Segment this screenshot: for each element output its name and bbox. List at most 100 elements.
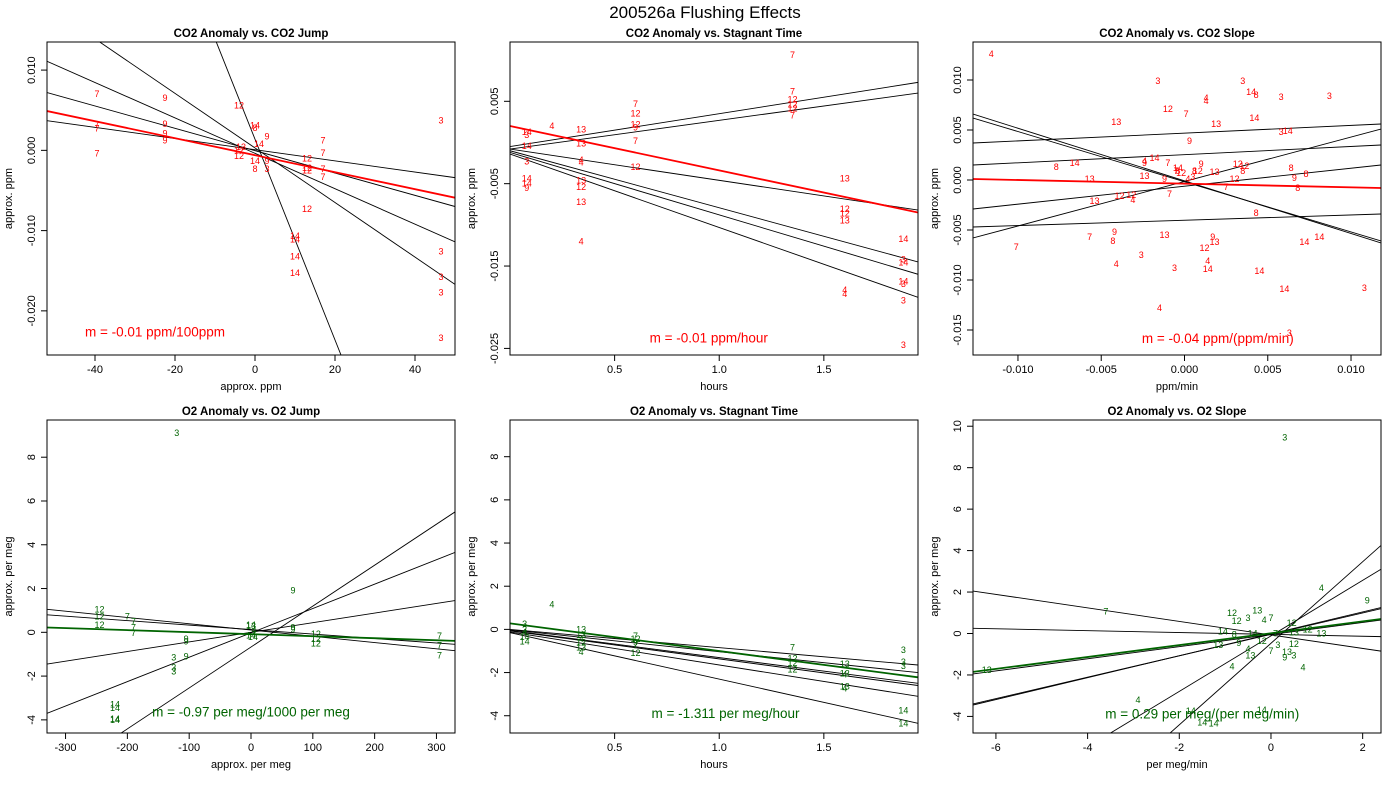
mean-fit-line (973, 618, 1381, 673)
x-tick-label: 0 (252, 364, 258, 376)
y-tick-label: 6 (26, 498, 38, 504)
data-point-label: 12 (311, 638, 321, 648)
data-point-label: 7 (94, 89, 99, 99)
data-point-label: 8 (252, 123, 257, 133)
panel-co2-stagnant-time: CO2 Anomaly vs. Stagnant Time hours approx… (466, 28, 919, 393)
data-point-label: 12 (787, 654, 797, 664)
x-tick-label: -20 (167, 364, 183, 376)
data-point-label: 12 (311, 634, 321, 644)
data-point-label: 7 (1268, 613, 1273, 623)
panel-title: O2 Anomaly vs. O2 Slope (1108, 406, 1247, 418)
data-point-label: 13 (236, 142, 246, 152)
plot-area: 3341414413134121347129712712121213134134… (510, 600, 918, 728)
regression-line (510, 632, 918, 724)
data-point-label: 7 (125, 611, 130, 621)
panel-title: O2 Anomaly vs. Stagnant Time (630, 406, 798, 418)
data-point-label: 7 (1268, 646, 1273, 656)
panel-o2-stagnant-time: O2 Anomaly vs. Stagnant Time hours approx.… (466, 406, 919, 771)
data-point-label: 14 (1246, 87, 1256, 97)
data-point-label: 14 (520, 636, 530, 646)
x-axis-label: hours (700, 759, 728, 771)
data-point-label: 12 (1193, 166, 1203, 176)
data-point-label: 12 (576, 637, 586, 647)
regression-line (510, 631, 918, 697)
regression-line (510, 630, 918, 684)
data-point-label: 14 (898, 705, 908, 715)
data-point-label: 12 (787, 104, 797, 114)
data-point-label: 12 (787, 95, 797, 105)
data-point-label: 13 (1211, 119, 1221, 129)
data-point-label: 12 (302, 204, 312, 214)
data-point-label: 13 (1209, 167, 1219, 177)
data-point-label: 9 (162, 128, 167, 138)
x-tick-label: 40 (409, 364, 421, 376)
data-point-label: 7 (790, 110, 795, 120)
data-point-label: 4 (522, 628, 527, 638)
regression-line (973, 113, 1381, 244)
x-tick-label: -2 (1174, 742, 1184, 754)
data-point-label: 9 (291, 622, 296, 632)
regression-line (510, 153, 918, 298)
data-point-label: 3 (901, 657, 906, 667)
data-point-label: 9 (524, 183, 529, 193)
y-tick-label: -4 (489, 711, 501, 721)
data-point-label: 13 (840, 174, 850, 184)
mean-fit-line (47, 626, 455, 642)
data-point-label: 3 (1282, 433, 1287, 443)
regression-line (47, 92, 455, 207)
data-point-label: 14 (1248, 629, 1258, 639)
data-point-label: 13 (840, 659, 850, 669)
data-point-label: 4 (1157, 303, 1162, 313)
regression-line (973, 164, 1381, 210)
data-point-label: 13 (840, 669, 850, 679)
regression-line (510, 81, 918, 148)
data-point-label: 3 (171, 667, 176, 677)
x-tick-label: -300 (55, 742, 77, 754)
data-point-label: 3 (1327, 91, 1332, 101)
data-point-label: 13 (576, 175, 586, 185)
regression-line (973, 627, 1381, 638)
data-point-label: 7 (1014, 242, 1019, 252)
regression-line (1110, 568, 1381, 733)
slope-annotation: m = 0.29 per meg/(per meg/min) (1105, 706, 1299, 721)
data-point-label: 4 (549, 600, 554, 610)
x-tick-label: 0.010 (1337, 364, 1365, 376)
data-point-label: 12 (302, 153, 312, 163)
regression-line (510, 150, 918, 263)
data-point-label: 14 (248, 632, 258, 642)
data-point-label: 4 (1262, 615, 1267, 625)
data-point-label: 14 (1150, 153, 1160, 163)
data-point-label: 13 (982, 665, 992, 675)
plot-frame (509, 419, 919, 734)
data-point-label: 3 (174, 428, 179, 438)
x-tick-label: -100 (178, 742, 200, 754)
data-point-label: 9 (1112, 227, 1117, 237)
data-point-label: 8 (1232, 630, 1237, 640)
panel-o2-slope: O2 Anomaly vs. O2 Slope per meg/min approx… (929, 406, 1382, 771)
data-point-label: 12 (234, 151, 244, 161)
data-point-label: 14 (898, 277, 908, 287)
data-point-label: 4 (579, 155, 584, 165)
x-axis-label: approx. ppm (220, 381, 281, 393)
data-point-label: 12 (1303, 624, 1313, 634)
data-point-label: 12 (576, 182, 586, 192)
data-point-label: 9 (162, 119, 167, 129)
data-point-label: 8 (1254, 90, 1259, 100)
data-point-label: 12 (234, 100, 244, 110)
data-point-label: 12 (1239, 161, 1249, 171)
data-point-label: 9 (1236, 638, 1241, 648)
y-tick-label: 8 (952, 465, 964, 471)
data-point-label: 14 (1314, 232, 1324, 242)
data-point-label: 8 (1175, 166, 1180, 176)
data-point-label: 7 (633, 99, 638, 109)
data-point-label: 12 (840, 208, 850, 218)
data-point-label: 14 (1070, 158, 1080, 168)
regression-line (973, 117, 1381, 242)
data-point-label: 7 (1184, 109, 1189, 119)
y-tick-label: 6 (952, 506, 964, 512)
data-point-label: 12 (95, 604, 105, 614)
data-point-label: 14 (1249, 113, 1259, 123)
data-point-label: 7 (790, 643, 795, 653)
slope-annotation: m = -0.01 ppm/100ppm (85, 325, 225, 340)
